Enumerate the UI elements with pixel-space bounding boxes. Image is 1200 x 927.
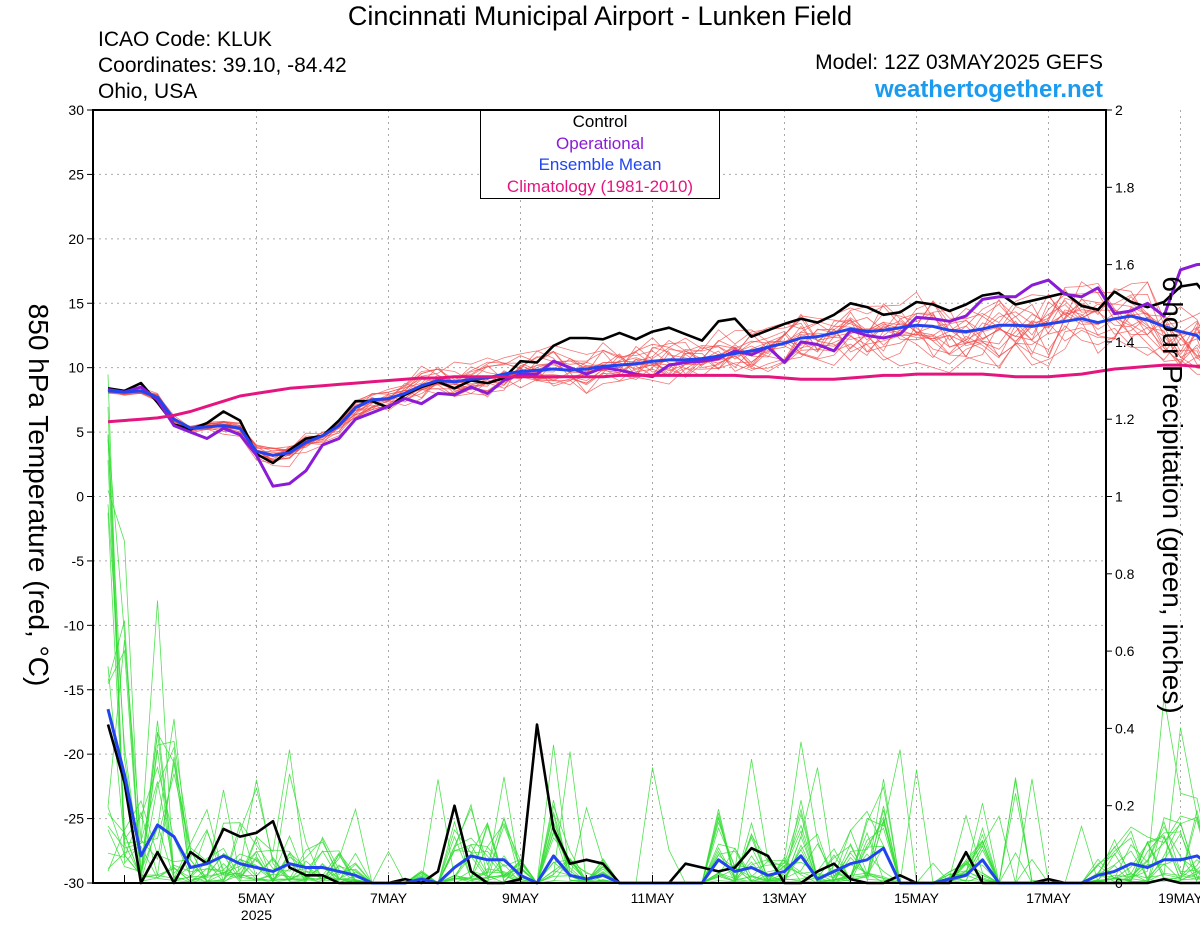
y2-tick-label: 1.2: [1115, 411, 1135, 427]
temperature-member-line: [107, 281, 1200, 456]
y-tick-label: 30: [68, 102, 84, 118]
x-tick-label: 13MAY: [762, 890, 808, 906]
coordinates: Coordinates: 39.10, -84.42: [98, 54, 347, 77]
x-tick-label: 19MAY: [1158, 890, 1200, 906]
y-axis-label: 850 hPa Temperature (red, °C): [23, 303, 54, 687]
y-tick-label: 20: [68, 231, 84, 247]
x-tick-label: 5MAY: [238, 890, 276, 906]
y-tick-label: -25: [64, 811, 84, 827]
location: Ohio, USA: [98, 80, 198, 103]
ensemble-mean-temperature-line: [107, 314, 1200, 457]
temperature-member-line: [107, 312, 1200, 461]
temperature-member-line: [107, 312, 1200, 452]
legend-ensemble-mean: Ensemble Mean: [538, 155, 662, 174]
precipitation-member-line: [107, 749, 1200, 884]
y-tick-label: 15: [68, 295, 84, 311]
precipitation-member-line: [107, 490, 1200, 884]
precipitation-member-line: [107, 749, 1200, 884]
y2-tick-label: 1.8: [1115, 179, 1135, 195]
precipitation-member-line: [107, 406, 1200, 884]
y2-tick-label: 1.4: [1115, 334, 1135, 350]
y-tick-label: -15: [64, 682, 84, 698]
x-year-label: 2025: [241, 907, 272, 923]
x-tick-label: 11MAY: [631, 890, 675, 906]
y-tick-label: 25: [68, 166, 84, 182]
temperature-member-line: [107, 288, 1200, 461]
control-temperature-line: [107, 282, 1200, 465]
temperature-member-line: [107, 281, 1200, 461]
model-run: Model: 12Z 03MAY2025 GEFS: [815, 51, 1103, 74]
precipitation-member-line: [107, 640, 1200, 884]
y-tick-label: 0: [76, 489, 84, 505]
y2-axis-label: 6-hour Precipitation (green, inches): [1157, 276, 1188, 714]
y-tick-label: 5: [76, 424, 84, 440]
precipitation-member-line: [107, 460, 1200, 884]
grid-lines: [93, 110, 1181, 883]
y2-tick-label: 0.6: [1115, 643, 1135, 659]
x-tick-label: 17MAY: [1026, 890, 1072, 906]
temperature-member-line: [107, 296, 1200, 462]
precipitation-member-line: [107, 435, 1200, 884]
climatology-1981-2010-temperature-line: [107, 363, 1200, 424]
precipitation-member-line: [107, 649, 1200, 884]
legend: Control Operational Ensemble Mean Climat…: [480, 110, 720, 199]
y2-tick-label: 2: [1115, 102, 1123, 118]
axes: 302520151050-5-10-15-20-25-3021.81.61.41…: [64, 102, 1200, 923]
x-tick-label: 9MAY: [502, 890, 540, 906]
y-tick-label: -10: [64, 617, 84, 633]
main-series: [106, 262, 1200, 885]
y-tick-label: 10: [68, 360, 84, 376]
y2-tick-label: 0.8: [1115, 566, 1135, 582]
icao-code: ICAO Code: KLUK: [98, 28, 272, 51]
precipitation-member-line: [107, 512, 1200, 885]
chart-title: Cincinnati Municipal Airport - Lunken Fi…: [347, 1, 853, 31]
y2-tick-label: 0: [1115, 875, 1123, 891]
y2-tick-label: 1.6: [1115, 257, 1135, 273]
precipitation-member-line: [107, 620, 1200, 884]
y-tick-label: -30: [64, 875, 84, 891]
legend-control: Control: [572, 112, 628, 131]
y2-tick-label: 0.4: [1115, 720, 1135, 736]
x-tick-label: 7MAY: [370, 890, 408, 906]
legend-climatology: Climatology (1981-2010): [506, 176, 694, 196]
y-tick-label: -20: [64, 746, 84, 762]
y2-tick-label: 1: [1115, 489, 1123, 505]
legend-operational: Operational: [556, 133, 644, 153]
temperature-member-line: [107, 294, 1200, 449]
precipitation-member-line: [107, 434, 1200, 884]
y-tick-label: -5: [72, 553, 85, 569]
site-link[interactable]: weathertogether.net: [874, 76, 1103, 103]
precipitation-member-line: [107, 600, 1200, 884]
operational-temperature-line: [107, 262, 1200, 488]
y2-tick-label: 0.2: [1115, 798, 1135, 814]
precipitation-member-line: [107, 439, 1200, 884]
x-tick-label: 15MAY: [894, 890, 940, 906]
temperature-member-line: [107, 281, 1200, 456]
